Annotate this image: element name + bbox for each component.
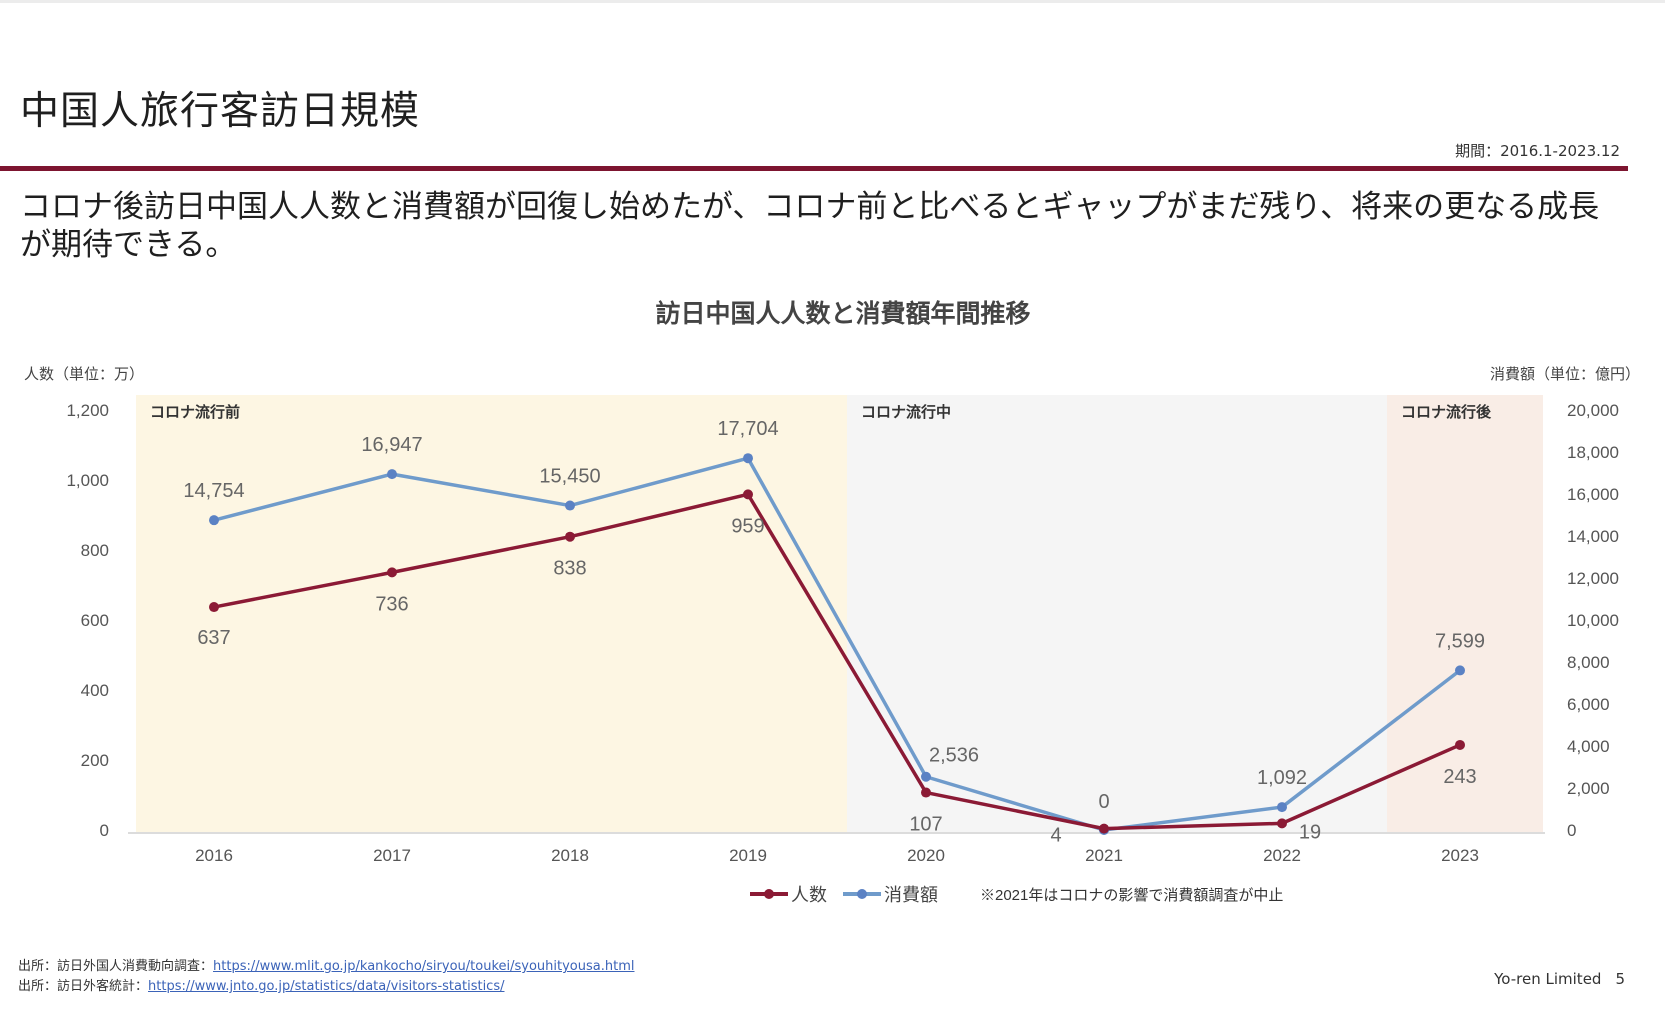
x-tick-label: 2018 [551, 846, 589, 865]
source-label-1: 出所：訪日外国人消費動向調査： [18, 959, 214, 974]
x-tick-label: 2022 [1263, 846, 1301, 865]
legend-spending-label: 消費額 [884, 885, 938, 905]
visitors-data-label: 637 [197, 627, 230, 649]
top-border [0, 0, 1665, 3]
spending-point [743, 453, 753, 464]
x-tick-label: 2020 [907, 846, 945, 865]
y-left-tick-label: 0 [100, 821, 109, 840]
visitors-point [921, 787, 931, 798]
source-line-2: 出所：訪日外客統計：https://www.jnto.go.jp/statist… [18, 975, 504, 994]
spending-data-label: 1,092 [1257, 767, 1307, 789]
source-line-1: 出所：訪日外国人消費動向調査：https://www.mlit.go.jp/ka… [18, 955, 634, 974]
spending-data-label: 0 [1098, 791, 1109, 813]
visitors-point [1099, 823, 1109, 834]
title-rule [0, 166, 1628, 171]
phase-band-1 [136, 395, 847, 832]
visitors-point [1277, 818, 1287, 829]
spending-point [565, 500, 575, 511]
company-name: Yo-ren Limited [1494, 970, 1602, 988]
y-right-tick-label: 2,000 [1567, 779, 1610, 798]
spending-point [387, 469, 397, 480]
source-label-2: 出所：訪日外客統計： [18, 979, 149, 994]
series-line-spending [213, 456, 1462, 832]
y-right-tick-label: 20,000 [1567, 401, 1619, 420]
visitors-data-label: 736 [375, 593, 408, 615]
spending-data-label: 15,450 [539, 466, 600, 488]
chart-note: ※2021年はコロナの影響で消費額調査が中止 [980, 886, 1283, 904]
spending-data-label: 14,754 [183, 480, 244, 502]
legend-visitors-label: 人数 [791, 885, 827, 905]
visitors-data-label: 959 [731, 515, 764, 537]
chart-title: 訪日中国人人数と消費額年間推移 [655, 299, 1030, 328]
x-tick-label: 2021 [1085, 846, 1123, 865]
visitors-data-label: 4 [1050, 825, 1061, 847]
x-tick-label: 2017 [373, 846, 411, 865]
x-tick-label: 2016 [195, 846, 233, 865]
phase-band-3 [1387, 395, 1543, 832]
y-right-tick-label: 12,000 [1567, 569, 1619, 588]
x-tick-label: 2023 [1441, 846, 1479, 865]
phase-label-3: コロナ流行後 [1401, 403, 1492, 421]
y-right-tick-label: 10,000 [1567, 611, 1619, 630]
legend-spending-marker [857, 889, 867, 899]
y-left-tick-label: 1,200 [66, 401, 109, 420]
visitors-point [387, 567, 397, 578]
spending-point [209, 515, 219, 526]
y-left-axis-title: 人数（単位：万） [24, 366, 144, 383]
spending-point [921, 771, 931, 782]
x-tick-label: 2019 [729, 846, 767, 865]
source-link-2[interactable]: https://www.jnto.go.jp/statistics/data/v… [148, 979, 505, 994]
legend-visitors-marker [764, 889, 774, 899]
y-left-tick-label: 600 [81, 611, 109, 630]
y-right-tick-label: 16,000 [1567, 485, 1619, 504]
visitors-point [743, 489, 753, 500]
spending-point [1277, 802, 1287, 813]
y-right-tick-label: 0 [1567, 821, 1576, 840]
visitors-data-label: 838 [553, 558, 586, 580]
y-right-tick-label: 6,000 [1567, 695, 1610, 714]
phase-label-1: コロナ流行前 [150, 403, 240, 421]
y-left-tick-label: 800 [81, 541, 109, 560]
y-left-tick-label: 400 [81, 681, 109, 700]
source-link-1[interactable]: https://www.mlit.go.jp/kankocho/siryou/t… [213, 959, 635, 974]
visitors-data-label: 19 [1299, 821, 1321, 843]
y-right-tick-label: 8,000 [1567, 653, 1610, 672]
visitors-point [209, 602, 219, 613]
visitors-point [565, 531, 575, 542]
page-number: 5 [1615, 970, 1625, 988]
visitors-data-label: 107 [909, 814, 942, 836]
headline: コロナ後訪日中国人人数と消費額が回復し始めたが、コロナ前と比べるとギャップがまだ… [20, 189, 1600, 263]
visitors-data-label: 243 [1443, 766, 1476, 788]
visitors-point [1455, 739, 1465, 750]
spending-data-label: 17,704 [717, 418, 778, 440]
slide-title: 中国人旅行客訪日規模 [20, 89, 421, 134]
spending-data-label: 2,536 [929, 745, 979, 767]
y-left-tick-label: 1,000 [66, 471, 109, 490]
y-right-tick-label: 18,000 [1567, 443, 1619, 462]
spending-point [1455, 665, 1465, 676]
period-label: 期間：2016.1-2023.12 [1455, 142, 1620, 160]
phase-label-2: コロナ流行中 [861, 403, 951, 421]
spending-data-label: 16,947 [361, 434, 422, 456]
spending-data-label: 7,599 [1435, 630, 1485, 652]
y-left-tick-label: 200 [81, 751, 109, 770]
phase-band-2 [847, 395, 1387, 832]
footer: Yo-ren Limited 5 [1494, 970, 1625, 988]
y-right-axis-title: 消費額（単位：億円） [1490, 366, 1640, 383]
y-right-tick-label: 14,000 [1567, 527, 1619, 546]
y-right-tick-label: 4,000 [1567, 737, 1610, 756]
series-line-visitors [213, 492, 1461, 831]
